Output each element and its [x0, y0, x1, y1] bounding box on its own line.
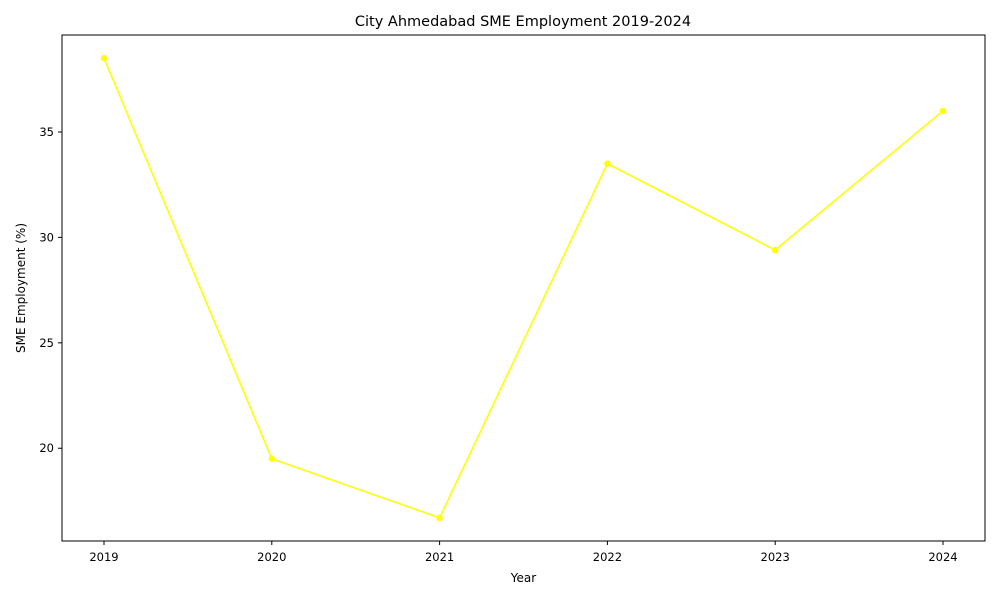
x-tick-label: 2023: [761, 550, 790, 564]
y-tick-label: 30: [39, 230, 54, 244]
y-tick-label: 20: [39, 441, 54, 455]
x-axis-label: Year: [510, 571, 536, 585]
x-axis: 2019 2020 2021 2022 2023 2024: [89, 541, 958, 564]
chart-title: City Ahmedabad SME Employment 2019-2024: [355, 14, 691, 30]
y-axis-label: SME Employment (%): [14, 223, 28, 353]
series-layer: [100, 54, 947, 522]
x-tick-label: 2020: [257, 550, 286, 564]
data-point: [604, 160, 611, 167]
x-tick-label: 2019: [89, 550, 118, 564]
data-point: [436, 514, 443, 522]
y-axis: 20 25 30 35: [39, 125, 62, 455]
plot-frame: [61, 34, 986, 542]
data-point: [268, 455, 275, 462]
series-line: [103, 57, 944, 519]
data-point: [939, 107, 947, 115]
data-point: [772, 246, 779, 254]
y-tick-label: 25: [39, 336, 54, 350]
x-tick-label: 2021: [425, 550, 454, 564]
x-tick-label: 2024: [928, 550, 957, 564]
y-tick-label: 35: [39, 125, 54, 139]
data-point: [100, 54, 108, 62]
x-tick-label: 2022: [593, 550, 622, 564]
